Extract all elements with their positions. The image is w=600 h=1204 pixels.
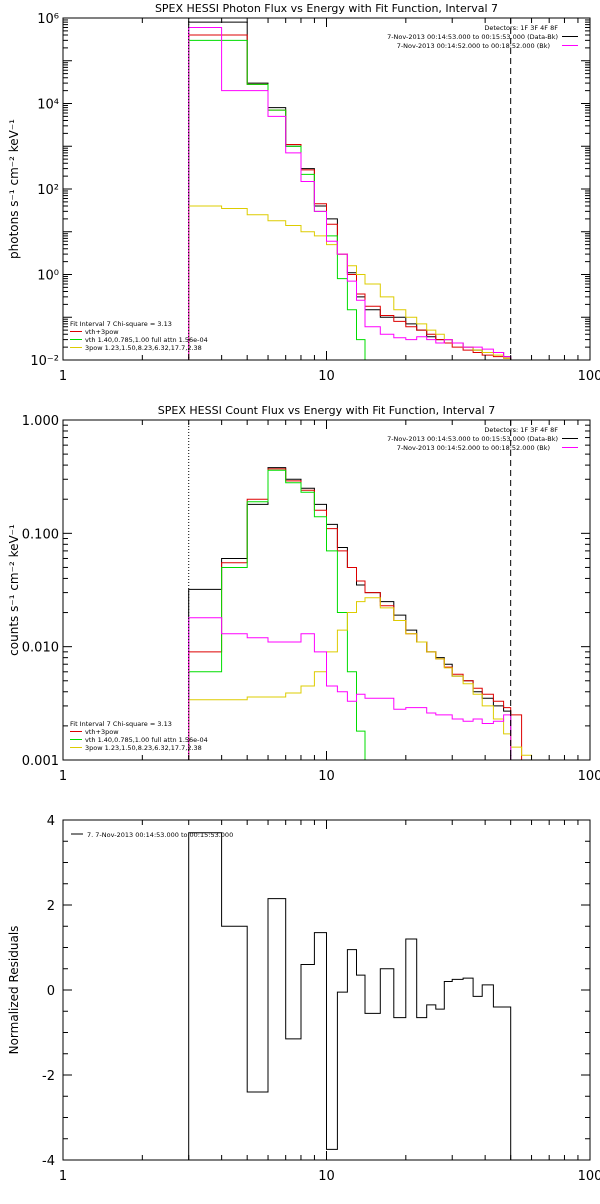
chart-title: SPEX HESSI Photon Flux vs Energy with Fi… <box>155 2 498 15</box>
x-tick-label: 100 <box>578 1169 600 1184</box>
x-tick-label: 100 <box>578 369 600 384</box>
y-tick-label: 0.010 <box>22 641 59 656</box>
legend-entry: 7-Nov-2013 00:14:53.000 to 00:15:53.000 … <box>387 33 558 41</box>
legend-entry: 3pow 1.23,1.50,8.23,6.32,17.7,2.38 <box>85 744 202 752</box>
legend-entry: vth+3pow <box>85 728 119 736</box>
legend-entry: 7-Nov-2013 00:14:52.000 to 00:18:52.000 … <box>397 444 550 452</box>
legend-title: Fit Interval 7 Chi-square = 3.13 <box>70 320 172 328</box>
y-tick-label: 0.100 <box>22 527 59 542</box>
series-group <box>188 832 512 1160</box>
y-tick-label: 0.001 <box>22 754 59 769</box>
series-group <box>188 467 553 760</box>
legend-entry: vth 1.40,0.785,1.00 full attn 1.56e-04 <box>85 336 208 344</box>
series-line-4 <box>188 205 523 360</box>
chart-panel-2: SPEX HESSI Count Flux vs Energy with Fit… <box>7 404 600 784</box>
series-line-4 <box>188 597 553 760</box>
series-line-2 <box>188 34 523 360</box>
legend-title: Fit Interval 7 Chi-square = 3.13 <box>70 720 172 728</box>
y-axis-label: photons s⁻¹ cm⁻² keV⁻¹ <box>7 119 21 259</box>
y-tick-label: -4 <box>42 1154 55 1169</box>
series-line-1 <box>188 467 512 760</box>
x-tick-label: 10 <box>318 369 335 384</box>
legend-entry: 7-Nov-2013 00:14:52.000 to 00:18:52.000 … <box>397 42 550 50</box>
y-tick-label: 10⁰ <box>37 269 59 284</box>
y-axis-label: Normalized Residuals <box>7 926 21 1055</box>
y-tick-label: 10⁻² <box>30 354 59 369</box>
y-tick-label: 10² <box>37 183 59 198</box>
series-line-2 <box>188 468 523 760</box>
legend-title: Detectors: 1F 3F 4F 8F <box>484 426 558 434</box>
y-tick-label: -2 <box>42 1069 55 1084</box>
series-line-3 <box>188 39 381 360</box>
legend-entry: 7-Nov-2013 00:14:53.000 to 00:15:53.000 … <box>387 435 558 443</box>
legend-entry: vth 1.40,0.785,1.00 full attn 1.56e-04 <box>85 736 208 744</box>
legend-entry: 7. 7-Nov-2013 00:14:53.000 to 00:15:53.0… <box>87 831 233 839</box>
legend-title: Detectors: 1F 3F 4F 8F <box>484 24 558 32</box>
x-tick-label: 10 <box>318 1169 335 1184</box>
series-line-5 <box>188 617 512 760</box>
series-group <box>188 21 523 360</box>
y-axis-label: counts s⁻¹ cm⁻² keV⁻¹ <box>7 524 21 656</box>
x-tick-label: 1 <box>59 769 67 784</box>
series-line-5 <box>188 27 512 360</box>
y-tick-label: 2 <box>47 899 55 914</box>
y-tick-label: 1.000 <box>22 414 59 429</box>
y-tick-label: 10⁶ <box>37 12 59 27</box>
series-line-1 <box>188 832 512 1160</box>
y-tick-label: 4 <box>47 814 55 829</box>
y-tick-label: 0 <box>47 984 55 999</box>
x-tick-label: 1 <box>59 1169 67 1184</box>
x-tick-label: 1 <box>59 369 67 384</box>
legend-entry: vth+3pow <box>85 328 119 336</box>
series-line-3 <box>188 469 381 760</box>
chart-panel-1: SPEX HESSI Photon Flux vs Energy with Fi… <box>7 2 600 384</box>
x-tick-label: 10 <box>318 769 335 784</box>
chart-panel-3: Normalized Residuals 1 10 100 -4 -2 0 2 4 7. 7-No… <box>7 814 600 1184</box>
legend-entry: 3pow 1.23,1.50,8.23,6.32,17.7,2.38 <box>85 344 202 352</box>
chart-title: SPEX HESSI Count Flux vs Energy with Fit… <box>158 404 495 417</box>
y-tick-label: 10⁴ <box>37 98 59 113</box>
x-tick-label: 100 <box>578 769 600 784</box>
